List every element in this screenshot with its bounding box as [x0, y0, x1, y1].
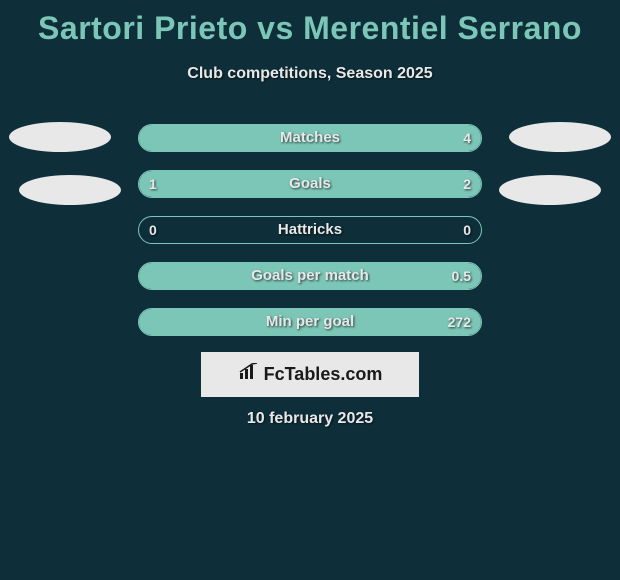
stat-value-right: 0.5 — [452, 263, 471, 289]
stat-value-right: 2 — [463, 171, 471, 197]
stat-row: Matches4 — [138, 124, 482, 152]
player-left-avatar-1 — [9, 122, 111, 152]
stat-label: Goals per match — [139, 263, 481, 289]
stat-value-right: 0 — [463, 217, 471, 243]
page-subtitle: Club competitions, Season 2025 — [0, 65, 620, 83]
stat-value-right: 4 — [463, 125, 471, 151]
stat-row: Hattricks0 0 — [138, 216, 482, 244]
stat-label: Goals — [139, 171, 481, 197]
stat-row: Goals per match0.5 — [138, 262, 482, 290]
brand-box[interactable]: FcTables.com — [201, 352, 419, 397]
player-left-avatar-2 — [19, 175, 121, 205]
stat-label: Min per goal — [139, 309, 481, 335]
stat-label: Matches — [139, 125, 481, 151]
player-right-avatar-2 — [499, 175, 601, 205]
stat-rows: Matches4 Goals1 2 Hattricks0 0 Goals per matc… — [138, 124, 482, 354]
stat-value-left: 0 — [149, 217, 157, 243]
stat-row: Goals1 2 — [138, 170, 482, 198]
brand-text: FcTables.com — [238, 363, 383, 386]
brand-label: FcTables.com — [264, 364, 383, 385]
stat-value-right: 272 — [448, 309, 471, 335]
brand-chart-icon — [238, 363, 260, 386]
player-right-avatar-1 — [509, 122, 611, 152]
stat-label: Hattricks — [139, 217, 481, 243]
stat-row: Min per goal272 — [138, 308, 482, 336]
page-title: Sartori Prieto vs Merentiel Serrano — [0, 0, 620, 47]
date-text: 10 february 2025 — [0, 410, 620, 428]
stat-value-left: 1 — [149, 171, 157, 197]
